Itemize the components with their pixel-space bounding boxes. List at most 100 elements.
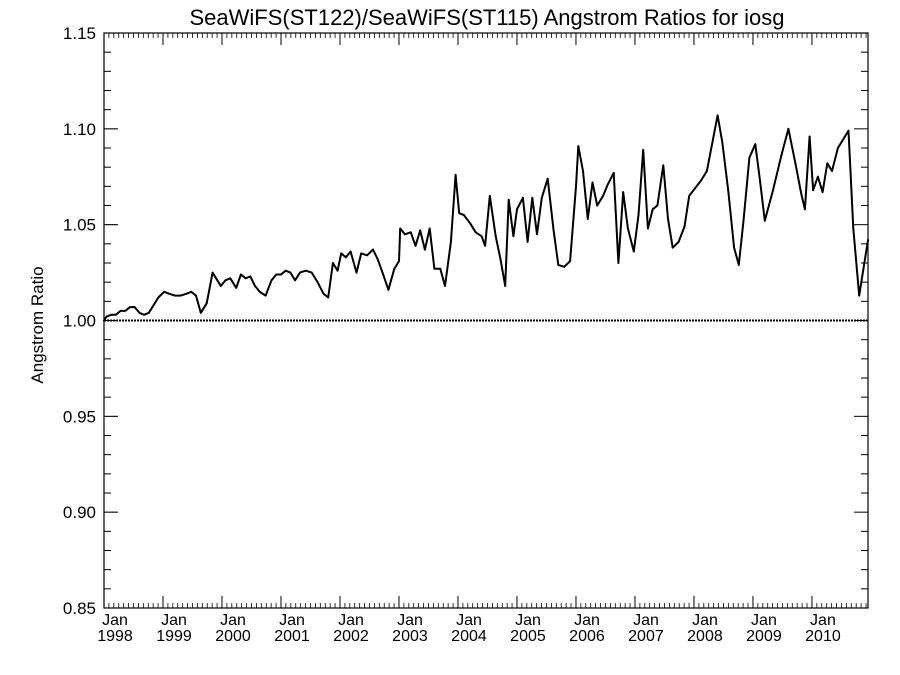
data-point [376, 258, 379, 261]
series-line-0 [103, 114, 869, 322]
data-point [516, 208, 518, 211]
y-tick-label: 0.90 [63, 503, 96, 522]
data-point [821, 191, 824, 193]
data-point [575, 185, 577, 188]
data-point [244, 277, 247, 280]
data-point [124, 310, 127, 312]
data-point [399, 227, 402, 230]
data-point [647, 227, 649, 230]
data-point [737, 264, 740, 266]
data-point [671, 246, 674, 249]
data-point [138, 311, 141, 314]
data-point [507, 198, 510, 201]
data-point [119, 310, 122, 312]
data-point [195, 294, 197, 297]
data-point [563, 265, 566, 268]
data-point [622, 191, 625, 193]
data-point [433, 267, 436, 270]
data-point [803, 208, 806, 211]
data-point [270, 279, 273, 282]
data-point [688, 195, 691, 197]
data-point [409, 231, 412, 234]
data-point [289, 271, 292, 274]
data-point [173, 294, 176, 297]
data-point [606, 183, 609, 186]
data-point [531, 196, 534, 199]
data-point [129, 306, 131, 308]
data-point [763, 219, 766, 222]
data-point [444, 285, 446, 287]
data-point [190, 290, 193, 293]
data-point [816, 175, 819, 178]
data-point [754, 143, 757, 146]
x-tick-label-month: Jan [220, 612, 246, 629]
data-point [586, 218, 589, 220]
data-point [414, 244, 417, 247]
data-point [310, 271, 313, 274]
data-point [366, 254, 369, 257]
x-tick-label-month: Jan [102, 612, 128, 629]
x-tick-label-month: Jan [397, 612, 423, 629]
x-tick-label-month: Jan [633, 612, 659, 629]
data-point [733, 246, 735, 249]
data-point [700, 179, 702, 182]
data-point [826, 162, 829, 165]
data-point [224, 279, 227, 282]
x-tick-label-month: Jan [692, 612, 718, 629]
data-point [185, 292, 188, 295]
data-point [468, 221, 471, 224]
data-point [772, 189, 774, 192]
data-point [569, 260, 571, 262]
data-point [837, 147, 839, 149]
x-tick-label-month: Jan [515, 612, 541, 629]
data-point [424, 248, 426, 251]
data-point [355, 271, 358, 274]
data-point [526, 241, 529, 243]
data-point [322, 292, 325, 295]
data-point [716, 114, 719, 117]
data-point [632, 250, 635, 253]
data-point [419, 229, 422, 232]
y-axis-label: Angstrom Ratio [28, 266, 47, 383]
x-tick-label-month: Jan [161, 612, 187, 629]
data-point [105, 315, 108, 318]
data-point [327, 296, 330, 299]
data-point [494, 235, 497, 238]
data-point [229, 277, 232, 280]
series-group [103, 114, 869, 322]
plot-frame [103, 32, 869, 609]
data-point [800, 193, 803, 195]
x-tick-label-month: Jan [810, 612, 836, 629]
data-point [617, 262, 620, 264]
data-point [398, 260, 400, 262]
data-point [264, 294, 267, 297]
data-point [163, 290, 166, 293]
x-tick-label-year: 2003 [392, 628, 428, 645]
data-point [787, 127, 790, 130]
data-point [742, 219, 745, 222]
y-tick-label: 1.15 [63, 24, 96, 43]
data-point [484, 244, 487, 247]
data-point [110, 313, 112, 316]
x-tick-label-year: 2001 [274, 628, 310, 645]
data-point [602, 195, 605, 197]
data-point [727, 189, 730, 192]
data-point [294, 279, 297, 282]
x-tick-label-month: Jan [751, 612, 777, 629]
y-tick-label: 0.85 [63, 599, 96, 618]
x-tick-label-year: 2010 [805, 628, 841, 645]
data-point [387, 288, 390, 291]
data-point [284, 269, 287, 272]
data-point [794, 162, 797, 165]
data-point [748, 156, 751, 159]
data-point [349, 250, 352, 253]
data-point [258, 290, 261, 293]
data-point [458, 212, 461, 215]
x-tick-label-month: Jan [456, 612, 482, 629]
data-point [651, 208, 654, 211]
x-tick-label-month: Jan [338, 612, 364, 629]
data-point [275, 273, 278, 276]
data-point [474, 231, 477, 234]
data-point [219, 285, 222, 287]
